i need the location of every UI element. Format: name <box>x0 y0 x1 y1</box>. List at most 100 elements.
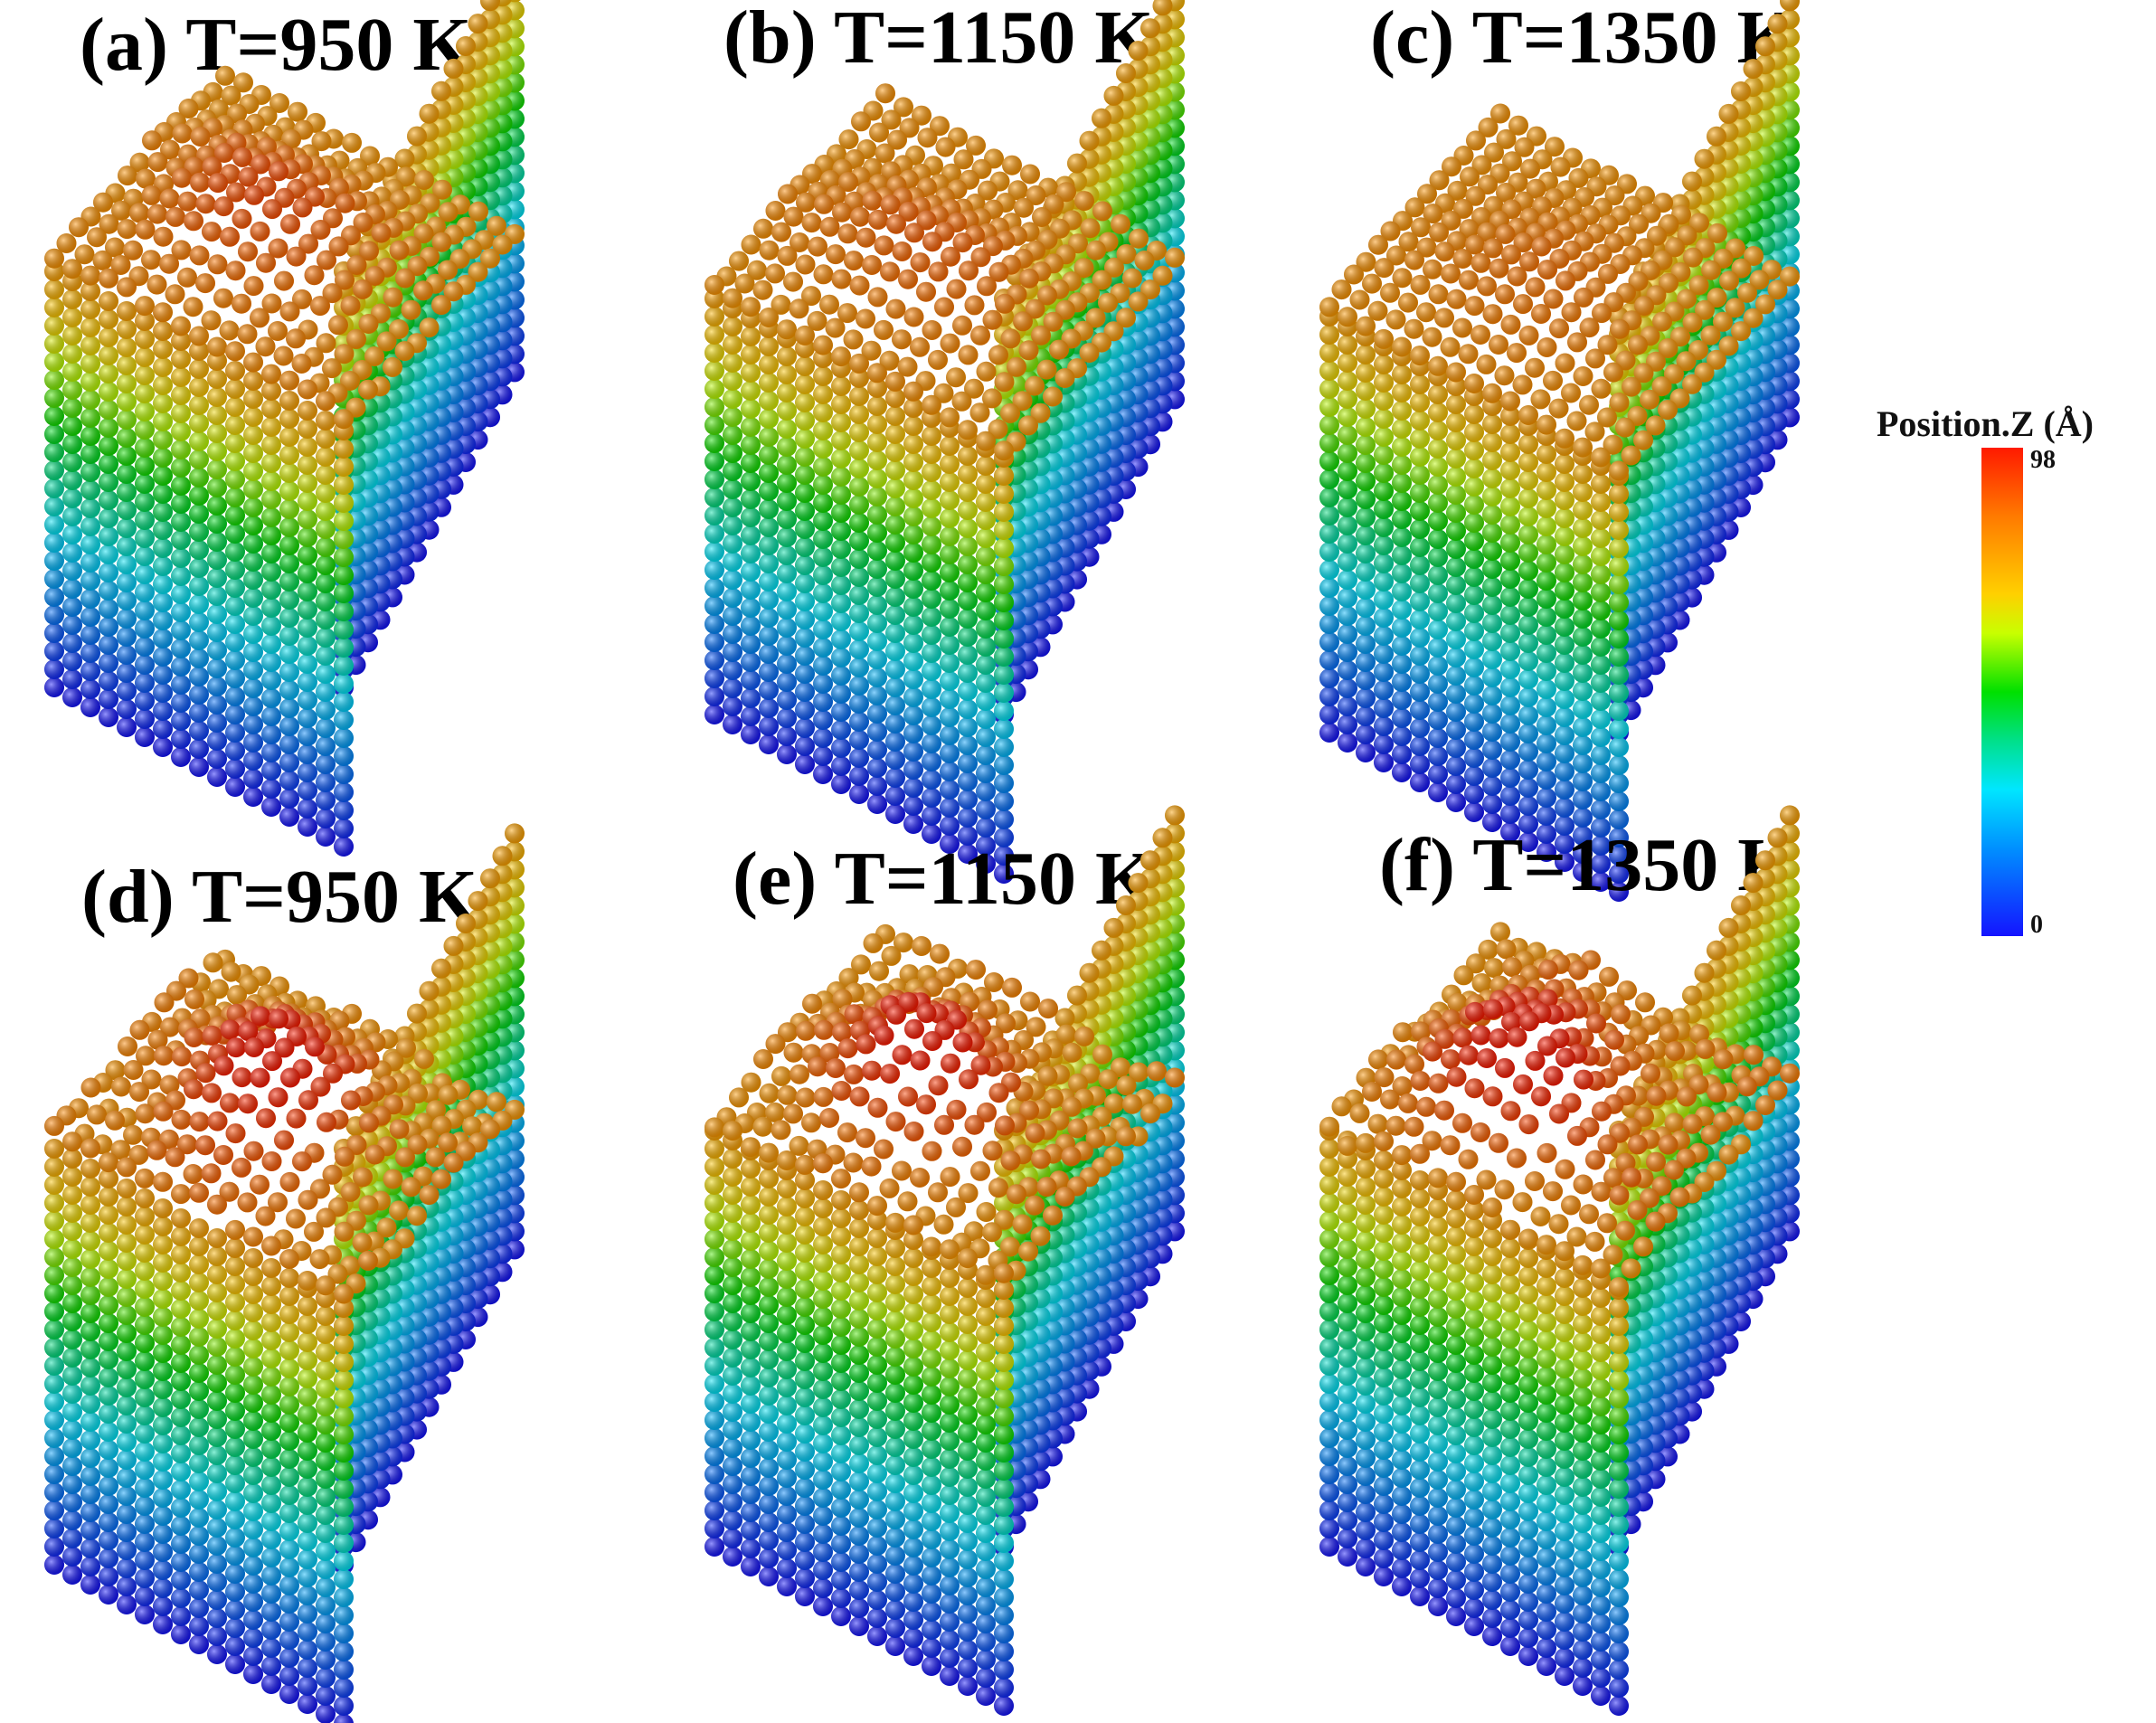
atom-shading <box>1658 325 1678 346</box>
atom <box>1092 451 1111 472</box>
atom <box>988 419 1008 440</box>
atom <box>1780 226 1800 247</box>
atom-shading <box>1103 501 1124 522</box>
atom-shading <box>880 194 901 215</box>
atom <box>814 194 834 214</box>
atom-shading <box>922 734 941 753</box>
atom <box>940 689 960 709</box>
atom-shading <box>1128 204 1149 224</box>
atom-shading <box>1006 431 1026 452</box>
atom <box>1755 253 1775 274</box>
atom <box>1682 243 1702 264</box>
atom <box>1067 189 1087 210</box>
atom <box>875 187 894 207</box>
atom <box>831 738 851 758</box>
atom-shading <box>225 488 245 507</box>
atom <box>819 216 840 237</box>
atom <box>1006 628 1026 648</box>
atom-shading <box>1694 365 1715 386</box>
atom-shading <box>1006 664 1026 685</box>
atom <box>940 834 960 854</box>
atom <box>1731 226 1751 246</box>
atom-shading <box>856 227 876 248</box>
atom-shading <box>1374 734 1394 754</box>
atom <box>1658 415 1678 436</box>
atom <box>1006 519 1026 540</box>
atom <box>1140 109 1160 129</box>
atom-shading <box>316 809 336 828</box>
atom-shading <box>334 746 354 766</box>
atom <box>994 440 1014 461</box>
atom-shading <box>759 590 779 610</box>
atom-shading <box>1128 384 1149 405</box>
atom-shading <box>994 361 1014 381</box>
atom-shading <box>44 424 64 444</box>
atom <box>1780 208 1800 229</box>
atom-shading <box>1755 380 1775 401</box>
atom-shading <box>117 219 137 240</box>
atom-shading <box>117 482 137 502</box>
atom-shading <box>1319 705 1339 724</box>
atom <box>1707 234 1726 255</box>
atom-shading <box>225 578 245 598</box>
atom-shading <box>813 493 833 513</box>
atom <box>831 557 851 577</box>
atom-shading <box>1669 555 1690 576</box>
atom-shading <box>1743 457 1764 478</box>
atom-shading <box>885 533 905 553</box>
atom <box>1092 488 1111 508</box>
atom <box>1464 730 1484 750</box>
atom-shading <box>1658 524 1678 544</box>
atom <box>922 824 941 844</box>
atom <box>741 544 761 563</box>
atom-shading <box>1165 247 1185 268</box>
atom-shading <box>885 732 905 752</box>
atom-shading <box>1669 320 1690 341</box>
atom <box>856 308 875 329</box>
atom <box>1609 397 1629 417</box>
atom-shading <box>334 710 354 730</box>
atom-shading <box>1464 730 1484 750</box>
atom <box>1067 243 1087 264</box>
atom <box>826 244 846 265</box>
atom-shading <box>334 782 354 802</box>
atom-shading <box>1731 226 1751 246</box>
atom <box>813 384 833 404</box>
atom-shading <box>1018 515 1038 535</box>
atom-shading <box>225 596 245 616</box>
atom-shading <box>777 419 797 439</box>
atom <box>1658 325 1678 346</box>
atom-shading <box>1037 285 1057 306</box>
atom-shading <box>983 199 1004 220</box>
atom <box>1669 284 1690 305</box>
atom-shading <box>261 562 281 582</box>
atom-shading <box>831 756 851 776</box>
atom <box>795 254 816 275</box>
atom-shading <box>893 155 913 175</box>
atom <box>885 569 905 589</box>
atom-shading <box>243 534 263 554</box>
atom <box>1103 338 1124 359</box>
atom-shading <box>1707 144 1726 165</box>
atom <box>849 531 869 551</box>
atom <box>922 535 941 554</box>
atom-shading <box>1743 366 1764 387</box>
atom-shading <box>334 565 354 585</box>
atom <box>863 100 884 121</box>
atom <box>1707 451 1726 472</box>
atom-shading <box>704 506 724 525</box>
atom-shading <box>777 437 797 457</box>
atom <box>958 482 978 502</box>
atom <box>849 658 869 677</box>
atom-shading <box>225 379 245 399</box>
atom-shading <box>1682 243 1702 264</box>
atom-shading <box>1573 826 1593 846</box>
atom-shading <box>994 520 1014 540</box>
atom-shading <box>1067 478 1087 499</box>
atom-shading <box>44 533 64 553</box>
atom-shading <box>934 222 955 242</box>
atom <box>1079 130 1100 151</box>
atom <box>759 590 779 610</box>
atom <box>1682 406 1702 427</box>
atom-shading <box>1645 546 1666 567</box>
